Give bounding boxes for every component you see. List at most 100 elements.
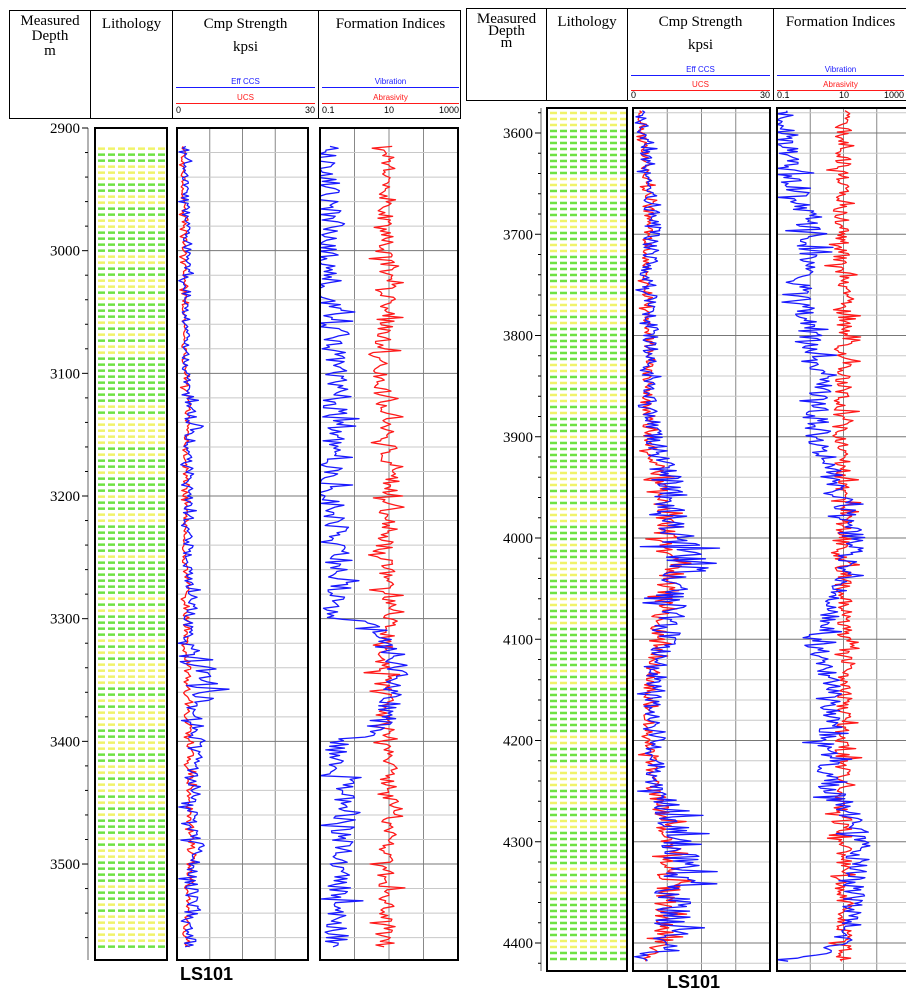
lithology-mark (620, 687, 627, 691)
lithology-mark (138, 519, 145, 522)
lithology-mark (570, 489, 577, 493)
lithology-mark (620, 123, 627, 127)
lithology-mark (108, 405, 115, 408)
lithology-mark (600, 501, 607, 505)
lithology-mark (610, 183, 617, 187)
depth-header-2-line1: Measured (476, 11, 537, 27)
lithology-mark (590, 699, 597, 703)
depth-tick-label: 4000 (503, 531, 533, 547)
lithology-mark (620, 933, 627, 937)
lithology-mark (580, 747, 587, 751)
lithology-mark (610, 945, 617, 949)
lithology-mark (590, 351, 597, 355)
lithology-mark (98, 939, 105, 942)
lithology-mark (118, 693, 125, 696)
lithology-mark (128, 153, 135, 156)
lithology-mark (570, 333, 577, 337)
lithology-mark (138, 321, 145, 324)
lithology-mark (590, 189, 597, 193)
lithology-mark (550, 201, 557, 205)
lithology-mark (560, 579, 567, 583)
lithology-mark (570, 711, 577, 715)
lithology-mark (590, 273, 597, 277)
lithology-mark (620, 147, 627, 151)
lithology-mark (118, 207, 125, 210)
lithology-mark (570, 225, 577, 229)
lithology-mark (148, 603, 155, 606)
lithology-mark (580, 303, 587, 307)
lithology-mark (610, 399, 617, 403)
lithology-mark (580, 897, 587, 901)
lithology-mark (550, 645, 557, 649)
lithology-mark (590, 435, 597, 439)
lithology-mark (600, 231, 607, 235)
lithology-mark (148, 483, 155, 486)
lithology-mark (580, 603, 587, 607)
lithology-mark (118, 867, 125, 870)
lithology-mark (98, 861, 105, 864)
lithology-mark (118, 777, 125, 780)
lithology-mark (158, 813, 165, 816)
lithology-mark (138, 909, 145, 912)
lithology-mark (600, 789, 607, 793)
lithology-mark (610, 423, 617, 427)
lithology-mark (98, 831, 105, 834)
lithology-mark (550, 309, 557, 313)
lithology-mark (138, 243, 145, 246)
lithology-mark (590, 135, 597, 139)
lithology-mark (108, 615, 115, 618)
lithology-mark (550, 525, 557, 529)
lithology-mark (580, 465, 587, 469)
depth-tick-label: 4300 (503, 835, 533, 851)
lithology-mark (158, 279, 165, 282)
lithology-mark (600, 561, 607, 565)
lithology-mark (570, 567, 577, 571)
indices-scale-red-2: Abrasivity (777, 80, 904, 91)
lithology-mark (570, 687, 577, 691)
lithology-mark (118, 417, 125, 420)
lithology-mark (108, 375, 115, 378)
lithology-mark (138, 789, 145, 792)
lithology-mark (560, 831, 567, 835)
lithology-mark (98, 933, 105, 936)
lithology-mark (98, 927, 105, 930)
lithology-mark (98, 915, 105, 918)
lithology-mark (108, 945, 115, 948)
lithology-mark (550, 195, 557, 199)
lithology-mark (98, 633, 105, 636)
lithology-mark (610, 705, 617, 709)
lithology-mark (158, 327, 165, 330)
lithology-mark (128, 639, 135, 642)
lithology-mark (560, 375, 567, 379)
lithology-mark (560, 159, 567, 163)
lithology-mark (580, 153, 587, 157)
lithology-mark (158, 243, 165, 246)
lithology-mark (98, 675, 105, 678)
lithology-mark (148, 549, 155, 552)
lithology-mark (128, 435, 135, 438)
lithology-mark (560, 615, 567, 619)
lithology-mark (550, 867, 557, 871)
lithology-mark (610, 663, 617, 667)
lithology-mark (98, 663, 105, 666)
lithology-mark (550, 849, 557, 853)
lithology-mark (128, 879, 135, 882)
lithology-mark (610, 303, 617, 307)
lithology-mark (128, 303, 135, 306)
lithology-mark (138, 381, 145, 384)
lithology-mark (98, 567, 105, 570)
lithology-mark (590, 207, 597, 211)
lithology-mark (148, 519, 155, 522)
lithology-mark (620, 429, 627, 433)
lithology-mark (148, 147, 155, 150)
lithology-mark (600, 255, 607, 259)
lithology-mark (620, 303, 627, 307)
lithology-mark (590, 267, 597, 271)
lithology-mark (610, 675, 617, 679)
lithology-mark (570, 957, 577, 961)
lithology-mark (148, 459, 155, 462)
lithology-mark (108, 399, 115, 402)
lithology-mark (118, 945, 125, 948)
lithology-mark (560, 267, 567, 271)
lithology-mark (158, 903, 165, 906)
